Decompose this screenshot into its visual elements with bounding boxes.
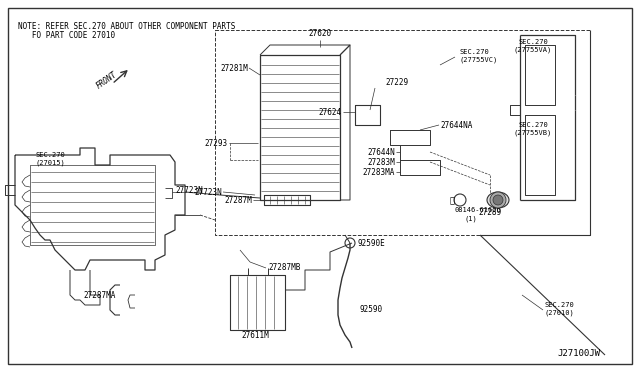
Text: (27755VA): (27755VA) — [514, 47, 552, 53]
Text: 27229: 27229 — [385, 77, 408, 87]
Text: SEC.270: SEC.270 — [460, 49, 490, 55]
Text: 27644NA: 27644NA — [440, 121, 472, 129]
Text: 27620: 27620 — [308, 29, 332, 38]
Text: SEC.270: SEC.270 — [518, 39, 548, 45]
Text: Ⓢ: Ⓢ — [450, 196, 455, 205]
Text: (27010): (27010) — [545, 310, 575, 316]
Text: SEC.270: SEC.270 — [35, 152, 65, 158]
Text: 27289: 27289 — [479, 208, 502, 217]
Circle shape — [493, 195, 503, 205]
Text: 27723N: 27723N — [175, 186, 203, 195]
Text: 27283M: 27283M — [367, 157, 395, 167]
Text: 92590E: 92590E — [358, 238, 386, 247]
Text: 27281M: 27281M — [220, 64, 248, 73]
Text: FO PART CODE 27010: FO PART CODE 27010 — [18, 31, 115, 40]
Text: 27644N: 27644N — [367, 148, 395, 157]
Text: 27287MB: 27287MB — [268, 263, 300, 273]
Text: NOTE: REFER SEC.270 ABOUT OTHER COMPONENT PARTS: NOTE: REFER SEC.270 ABOUT OTHER COMPONEN… — [18, 22, 236, 31]
Text: (27015): (27015) — [35, 160, 65, 166]
Text: 27624: 27624 — [319, 108, 342, 116]
Text: 27283MA: 27283MA — [363, 167, 395, 176]
Text: 27611M: 27611M — [241, 330, 269, 340]
Text: 27723N: 27723N — [195, 187, 222, 196]
Circle shape — [490, 192, 506, 208]
Ellipse shape — [487, 192, 509, 208]
Text: 27287MA: 27287MA — [84, 291, 116, 299]
Text: FRONT: FRONT — [95, 70, 119, 90]
Text: J27100JW: J27100JW — [557, 349, 600, 358]
Text: (27755VB): (27755VB) — [514, 130, 552, 136]
Text: 92590: 92590 — [360, 305, 383, 314]
Text: 27287M: 27287M — [224, 196, 252, 205]
Text: 27293: 27293 — [205, 138, 228, 148]
Text: SEC.270: SEC.270 — [518, 122, 548, 128]
Text: SEC.270: SEC.270 — [545, 302, 575, 308]
Text: (1): (1) — [465, 216, 477, 222]
Text: 08146-6162G: 08146-6162G — [455, 207, 502, 213]
Text: (27755VC): (27755VC) — [460, 57, 499, 63]
